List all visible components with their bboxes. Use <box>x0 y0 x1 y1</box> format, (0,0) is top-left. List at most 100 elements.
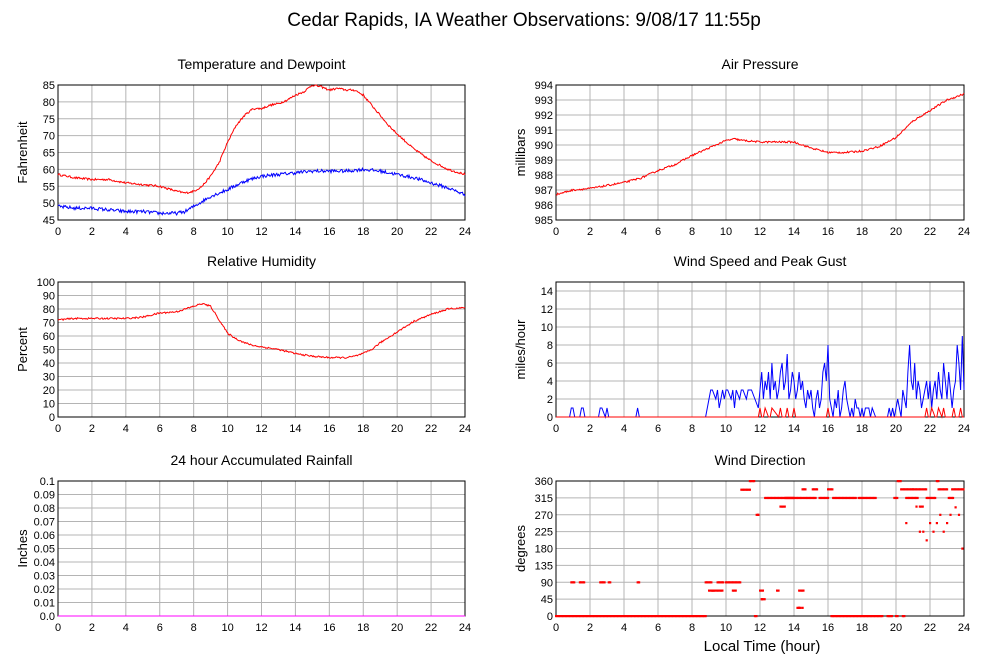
data-point <box>704 615 707 618</box>
data-point <box>766 496 770 500</box>
data-point <box>886 615 889 618</box>
data-point <box>901 615 904 618</box>
x-tick-label: 18 <box>357 622 369 634</box>
data-point <box>759 589 762 592</box>
data-point <box>604 615 607 618</box>
y-tick-label: 45 <box>43 215 55 227</box>
data-point <box>874 496 877 500</box>
data-point <box>679 615 682 618</box>
data-point <box>670 615 673 618</box>
x-tick-label: 8 <box>191 226 197 238</box>
data-point <box>563 615 566 618</box>
data-point <box>902 488 906 491</box>
x-tick-label: 14 <box>788 226 800 238</box>
data-point <box>619 615 623 618</box>
data-point <box>581 581 584 584</box>
chart-title: 24 hour Accumulated Rainfall <box>170 452 352 468</box>
data-point <box>898 480 901 483</box>
data-point <box>836 615 839 618</box>
data-point <box>719 589 723 592</box>
y-tick-label: 4 <box>547 376 553 388</box>
data-point <box>584 615 587 618</box>
y-tick-label: 50 <box>43 345 55 357</box>
data-point <box>607 581 610 584</box>
x-tick-label: 20 <box>890 622 902 634</box>
y-tick-label: 0.03 <box>34 571 55 583</box>
data-point <box>798 496 801 500</box>
data-point <box>949 513 952 516</box>
data-point <box>818 496 821 500</box>
data-point <box>913 488 916 491</box>
data-point <box>846 496 849 500</box>
data-point <box>792 496 796 500</box>
y-tick-label: 986 <box>535 200 553 212</box>
y-tick-label: 0.09 <box>34 490 55 502</box>
y-tick-label: 8 <box>547 340 553 352</box>
data-point <box>614 615 617 618</box>
data-point <box>741 488 744 491</box>
data-point <box>775 496 778 500</box>
data-point <box>734 589 737 592</box>
y-tick-label: 991 <box>535 125 553 137</box>
data-point <box>925 488 928 491</box>
y-tick-label: 6 <box>547 358 553 370</box>
data-point <box>781 496 784 500</box>
data-point <box>859 496 862 500</box>
y-tick-label: 90 <box>541 577 553 589</box>
data-point <box>761 589 765 592</box>
data-point <box>571 581 574 584</box>
y-axis-label: Fahrenheit <box>15 121 30 184</box>
data-point <box>956 488 959 491</box>
data-point <box>950 496 953 500</box>
data-point <box>909 488 913 491</box>
y-tick-label: 990 <box>535 140 553 152</box>
data-point <box>801 488 804 491</box>
data-point <box>896 496 899 500</box>
data-point <box>708 589 711 592</box>
data-point <box>915 496 918 500</box>
data-point <box>645 615 648 618</box>
data-point <box>600 581 603 584</box>
x-tick-label: 20 <box>890 423 902 435</box>
x-tick-label: 18 <box>357 423 369 435</box>
x-tick-label: 18 <box>856 423 868 435</box>
data-point <box>564 615 568 618</box>
data-point <box>593 615 596 618</box>
y-tick-label: 40 <box>43 358 55 370</box>
data-point <box>843 496 846 500</box>
data-point <box>857 615 860 618</box>
data-point <box>641 615 644 618</box>
data-point <box>760 589 763 592</box>
y-tick-label: 0 <box>547 412 553 424</box>
data-point <box>905 496 908 500</box>
data-point <box>683 615 686 618</box>
data-point <box>782 505 785 508</box>
y-tick-label: 988 <box>535 170 553 182</box>
data-point <box>797 496 800 500</box>
y-tick-label: 315 <box>535 493 553 505</box>
y-tick-label: 987 <box>535 185 553 197</box>
data-point <box>794 496 797 500</box>
y-tick-label: 45 <box>541 594 553 606</box>
x-tick-label: 4 <box>621 622 627 634</box>
x-tick-label: 2 <box>89 226 95 238</box>
data-point <box>815 488 819 491</box>
data-point <box>894 496 897 500</box>
data-point <box>601 615 604 618</box>
data-point <box>760 598 763 601</box>
data-point <box>769 496 772 500</box>
data-point <box>608 615 611 618</box>
data-point <box>872 615 875 618</box>
series-line-red <box>556 406 964 419</box>
data-point <box>697 615 700 618</box>
data-point <box>706 581 709 584</box>
data-point <box>716 581 719 584</box>
data-point <box>811 496 814 500</box>
data-point <box>799 606 802 609</box>
y-tick-label: 0.1 <box>40 476 55 488</box>
data-point <box>753 480 756 483</box>
data-point <box>753 615 757 618</box>
data-point <box>853 496 856 500</box>
data-point <box>952 488 955 491</box>
data-point <box>739 581 742 584</box>
